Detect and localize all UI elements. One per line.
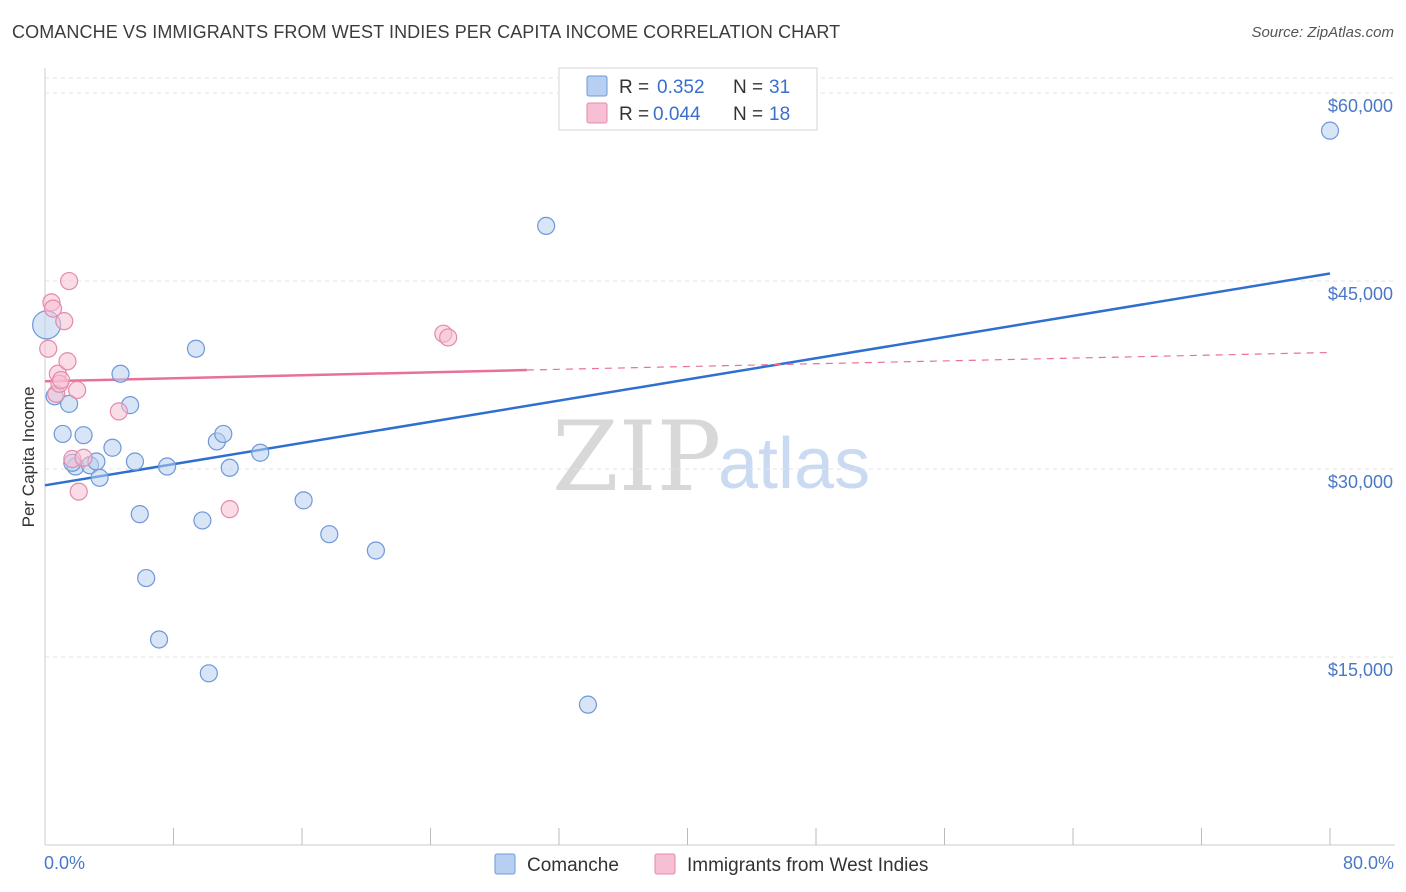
legend-r-value-west-indies: 0.044 — [653, 104, 701, 125]
legend-r-value-comanche: 0.352 — [657, 77, 705, 98]
point-comanche — [199, 664, 218, 683]
point-comanche — [366, 541, 385, 560]
bottom-legend-swatch-west-indies — [654, 853, 676, 875]
point-comanche — [149, 630, 169, 649]
chart-title: COMANCHE VS IMMIGRANTS FROM WEST INDIES … — [12, 22, 841, 42]
point-comanche — [1320, 121, 1340, 140]
legend-r-label-west-indies: R = — [619, 104, 649, 125]
legend-n-value-comanche: 31 — [769, 77, 790, 98]
x-tick-label-max: 80.0% — [1343, 853, 1394, 873]
legend-swatch-comanche — [586, 75, 608, 97]
point-comanche — [130, 505, 149, 524]
y-tick-label: $45,000 — [1328, 284, 1393, 304]
point-west-indies — [39, 339, 58, 358]
point-comanche — [137, 568, 156, 588]
trend-line-west-indies-extrapolated — [526, 351, 1331, 371]
point-west-indies — [74, 448, 93, 467]
point-comanche — [59, 394, 79, 413]
point-west-indies — [68, 380, 87, 400]
point-west-indies — [220, 500, 239, 519]
point-comanche — [214, 424, 233, 444]
point-west-indies — [69, 482, 88, 501]
legend-swatch-west-indies — [586, 102, 608, 124]
point-comanche — [220, 458, 239, 477]
point-comanche — [103, 438, 122, 457]
point-comanche — [186, 339, 206, 358]
bottom-legend-swatch-comanche — [494, 853, 516, 875]
point-comanche — [193, 511, 212, 530]
y-tick-labels: $15,000 $30,000 $45,000 $60,000 — [1328, 96, 1393, 680]
legend-n-value-west-indies: 18 — [769, 104, 790, 125]
legend-n-label-west-indies: N = — [733, 104, 763, 125]
point-west-indies — [59, 271, 79, 291]
point-comanche — [125, 452, 145, 471]
x-ticks — [173, 828, 1331, 845]
point-west-indies — [55, 312, 74, 331]
bottom-legend-label-west-indies: Immigrants from West Indies — [687, 855, 928, 876]
point-west-indies — [58, 352, 77, 371]
point-comanche — [74, 426, 93, 445]
watermark-atlas: atlas — [718, 424, 870, 504]
point-comanche — [578, 695, 598, 714]
y-tick-label: $15,000 — [1328, 660, 1393, 680]
point-comanche — [251, 443, 270, 462]
point-west-indies — [439, 328, 458, 347]
point-comanche — [157, 457, 177, 476]
point-comanche — [53, 424, 72, 444]
point-west-indies — [51, 370, 71, 390]
y-axis-label: Per Capita Income — [19, 387, 38, 528]
axes — [44, 68, 1395, 846]
point-comanche — [111, 364, 130, 383]
y-tick-label: $30,000 — [1328, 472, 1393, 492]
correlation-legend: R = 0.352 N = 31 R = 0.044 N = 18 — [558, 67, 818, 131]
legend-n-label-comanche: N = — [733, 77, 763, 98]
legend-r-label-comanche: R = — [619, 77, 649, 98]
point-comanche — [90, 468, 109, 487]
data-points — [32, 121, 1340, 714]
point-comanche — [320, 525, 339, 544]
point-west-indies — [43, 299, 63, 318]
gridlines — [45, 77, 1395, 658]
bottom-legend-label-comanche: Comanche — [527, 855, 619, 876]
source-label: Source: ZipAtlas.com — [1251, 24, 1394, 41]
point-west-indies — [109, 402, 128, 421]
y-tick-label: $60,000 — [1328, 96, 1393, 116]
series-legend: Comanche Immigrants from West Indies — [494, 853, 928, 876]
point-comanche — [537, 216, 556, 236]
watermark-zip: ZIP — [552, 401, 721, 513]
point-comanche — [294, 491, 313, 510]
x-tick-label-min: 0.0% — [44, 853, 85, 873]
